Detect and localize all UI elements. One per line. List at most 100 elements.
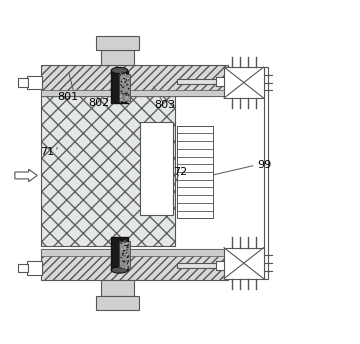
Circle shape xyxy=(121,93,123,94)
Circle shape xyxy=(121,87,122,89)
Circle shape xyxy=(125,96,126,98)
Circle shape xyxy=(127,78,129,80)
Circle shape xyxy=(122,265,124,267)
Circle shape xyxy=(124,248,126,250)
Bar xyxy=(176,79,218,84)
Circle shape xyxy=(121,81,122,83)
Bar xyxy=(41,249,228,280)
Bar xyxy=(101,280,134,296)
Circle shape xyxy=(122,247,124,249)
Circle shape xyxy=(122,260,123,261)
Circle shape xyxy=(122,94,123,96)
Circle shape xyxy=(128,88,130,89)
Circle shape xyxy=(126,252,127,254)
Circle shape xyxy=(127,83,129,85)
Circle shape xyxy=(126,96,128,97)
Circle shape xyxy=(124,248,126,250)
Circle shape xyxy=(124,86,125,88)
Circle shape xyxy=(127,247,129,248)
Circle shape xyxy=(128,95,129,96)
Bar xyxy=(101,50,134,65)
Bar xyxy=(176,263,218,268)
Circle shape xyxy=(127,257,129,258)
Circle shape xyxy=(123,99,125,101)
Circle shape xyxy=(120,73,122,75)
Circle shape xyxy=(121,85,123,87)
Circle shape xyxy=(123,76,125,77)
Circle shape xyxy=(124,245,126,247)
Circle shape xyxy=(126,249,128,250)
Bar xyxy=(96,36,139,50)
Circle shape xyxy=(122,254,123,256)
Circle shape xyxy=(124,261,126,262)
Circle shape xyxy=(124,240,126,241)
Circle shape xyxy=(124,81,126,83)
Circle shape xyxy=(125,93,126,95)
Bar xyxy=(224,248,264,279)
Circle shape xyxy=(126,248,127,250)
Circle shape xyxy=(127,101,129,103)
Circle shape xyxy=(120,74,121,76)
Circle shape xyxy=(122,94,123,96)
Text: 71: 71 xyxy=(40,147,55,157)
Circle shape xyxy=(122,240,123,242)
Circle shape xyxy=(127,266,129,268)
Circle shape xyxy=(124,246,126,248)
Circle shape xyxy=(128,244,130,246)
Circle shape xyxy=(122,80,124,82)
Circle shape xyxy=(126,258,128,260)
Text: 803: 803 xyxy=(154,100,175,110)
Ellipse shape xyxy=(111,67,128,74)
Bar xyxy=(224,67,264,98)
Bar xyxy=(120,241,130,268)
Text: 801: 801 xyxy=(58,92,79,102)
Circle shape xyxy=(123,78,125,79)
Circle shape xyxy=(123,75,125,76)
Polygon shape xyxy=(15,169,37,182)
Circle shape xyxy=(121,100,123,101)
Circle shape xyxy=(120,101,121,103)
Circle shape xyxy=(123,261,125,263)
Circle shape xyxy=(124,241,126,243)
Circle shape xyxy=(120,242,122,244)
Circle shape xyxy=(123,242,125,244)
Circle shape xyxy=(124,255,126,257)
Text: 72: 72 xyxy=(173,167,187,177)
Bar xyxy=(216,77,224,86)
Circle shape xyxy=(127,256,129,258)
Text: 99: 99 xyxy=(257,160,271,170)
Circle shape xyxy=(125,239,126,241)
Circle shape xyxy=(123,247,124,248)
Circle shape xyxy=(125,97,126,99)
Circle shape xyxy=(123,74,125,76)
Circle shape xyxy=(128,260,129,262)
Circle shape xyxy=(127,94,129,95)
Circle shape xyxy=(127,99,129,100)
Circle shape xyxy=(126,254,128,255)
Circle shape xyxy=(125,73,126,75)
Circle shape xyxy=(127,255,129,257)
Bar xyxy=(111,237,128,270)
Circle shape xyxy=(121,89,122,90)
Circle shape xyxy=(121,248,123,250)
Circle shape xyxy=(126,260,127,262)
Circle shape xyxy=(125,92,127,94)
Text: 802: 802 xyxy=(89,98,110,108)
Circle shape xyxy=(123,245,125,246)
Circle shape xyxy=(120,265,121,267)
Circle shape xyxy=(121,74,123,76)
Bar xyxy=(96,296,139,310)
Circle shape xyxy=(126,84,128,86)
Bar xyxy=(111,71,128,103)
Circle shape xyxy=(122,89,123,91)
Circle shape xyxy=(122,85,123,87)
Circle shape xyxy=(125,243,127,245)
Bar xyxy=(216,261,224,270)
Circle shape xyxy=(125,252,127,254)
Bar xyxy=(27,261,42,275)
Circle shape xyxy=(126,79,127,81)
Circle shape xyxy=(120,267,122,269)
Circle shape xyxy=(127,94,129,96)
Circle shape xyxy=(127,258,129,260)
Circle shape xyxy=(122,259,123,260)
